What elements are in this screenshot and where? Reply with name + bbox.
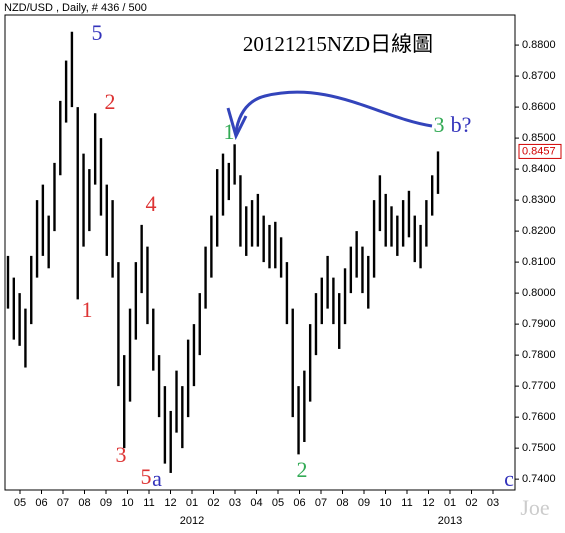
wave-label: b? bbox=[451, 112, 472, 137]
x-tick-label: 11 bbox=[143, 497, 154, 509]
x-tick-label: 07 bbox=[315, 497, 327, 509]
x-tick-label: 07 bbox=[57, 497, 69, 509]
y-tick-label: 0.7400 bbox=[522, 473, 556, 485]
wave-label: 3 bbox=[116, 442, 127, 467]
y-tick-label: 0.7900 bbox=[522, 318, 556, 330]
wave-label: 2 bbox=[105, 89, 116, 114]
wave-label: 5 bbox=[92, 20, 103, 45]
wave-label: 5 bbox=[141, 464, 152, 489]
x-tick-label: 06 bbox=[293, 497, 305, 509]
x-tick-label: 09 bbox=[100, 497, 112, 509]
y-tick-label: 0.8000 bbox=[522, 287, 556, 299]
x-tick-label: 09 bbox=[358, 497, 370, 509]
x-tick-label: 12 bbox=[164, 497, 176, 509]
y-tick-label: 0.8800 bbox=[522, 39, 556, 51]
x-tick-label: 03 bbox=[487, 497, 499, 509]
x-tick-label: 08 bbox=[78, 497, 90, 509]
year-label: 2013 bbox=[438, 515, 462, 527]
x-tick-label: 05 bbox=[272, 497, 284, 509]
arrow bbox=[234, 90, 433, 133]
x-tick-label: 10 bbox=[121, 497, 133, 509]
year-label: 2012 bbox=[180, 515, 204, 527]
x-tick-label: 08 bbox=[336, 497, 348, 509]
watermark: Joe bbox=[520, 495, 549, 520]
x-tick-label: 06 bbox=[35, 497, 47, 509]
x-tick-label: 12 bbox=[422, 497, 434, 509]
x-tick-label: 04 bbox=[250, 497, 262, 509]
x-tick-label: 02 bbox=[465, 497, 477, 509]
x-tick-label: 10 bbox=[379, 497, 391, 509]
last-price-box bbox=[518, 143, 562, 159]
wave-label: a bbox=[152, 466, 162, 491]
wave-label: 3 bbox=[434, 112, 445, 137]
x-tick-label: 02 bbox=[207, 497, 219, 509]
wave-label: 2 bbox=[297, 457, 308, 482]
y-tick-label: 0.8400 bbox=[522, 163, 556, 175]
y-tick-label: 0.8100 bbox=[522, 256, 556, 268]
x-tick-label: 03 bbox=[229, 497, 241, 509]
chart-title: 20121215NZD日線圖 bbox=[243, 32, 433, 56]
x-tick-label: 01 bbox=[186, 497, 198, 509]
y-tick-label: 0.8300 bbox=[522, 194, 556, 206]
last-price-label: 0.8457 bbox=[522, 145, 556, 157]
wave-label: c bbox=[504, 466, 514, 491]
y-tick-label: 0.8200 bbox=[522, 225, 556, 237]
wave-label: 1 bbox=[82, 297, 93, 322]
wave-label: 4 bbox=[146, 191, 157, 216]
y-tick-label: 0.7800 bbox=[522, 349, 556, 361]
y-tick-label: 0.8600 bbox=[522, 101, 556, 113]
y-tick-label: 0.7600 bbox=[522, 411, 556, 423]
x-tick-label: 01 bbox=[444, 497, 456, 509]
y-tick-label: 0.7700 bbox=[522, 380, 556, 392]
y-tick-label: 0.7500 bbox=[522, 442, 556, 454]
x-tick-label: 11 bbox=[401, 497, 412, 509]
plot-frame bbox=[4, 14, 516, 491]
y-tick-label: 0.8500 bbox=[522, 132, 556, 144]
arrow-head bbox=[226, 107, 248, 141]
chart-header: NZD/USD , Daily, # 436 / 500 bbox=[4, 2, 147, 14]
y-tick-label: 0.8700 bbox=[522, 70, 556, 82]
wave-label: 1 bbox=[224, 119, 235, 144]
x-tick-label: 05 bbox=[14, 497, 26, 509]
